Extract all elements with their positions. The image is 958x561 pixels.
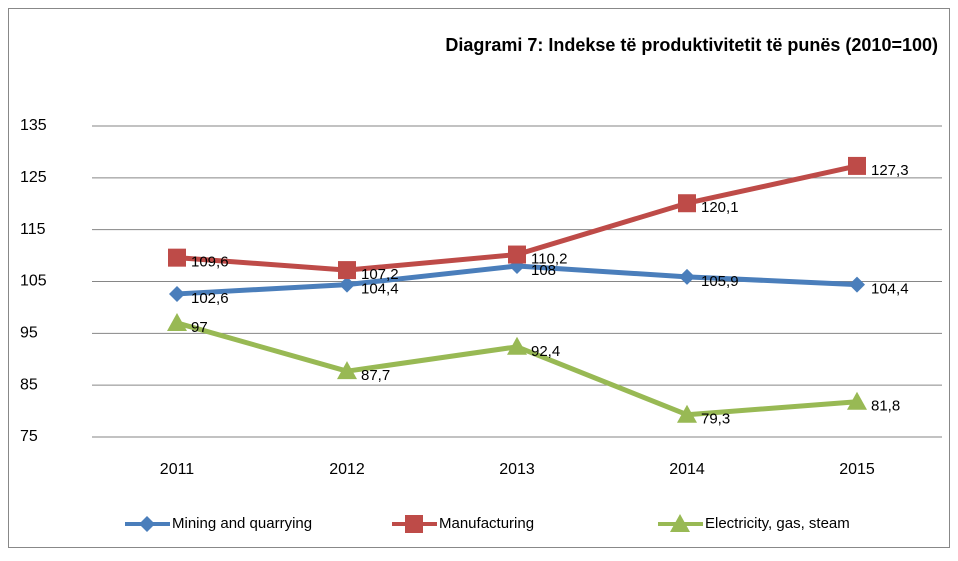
y-tick-label: 105 [20, 273, 47, 290]
data-point [507, 336, 527, 355]
data-point [848, 156, 866, 175]
data-point [677, 404, 697, 423]
data-point [849, 276, 865, 293]
data-label: 81,8 [871, 398, 900, 415]
data-point [169, 285, 185, 302]
y-tick-label: 135 [20, 117, 47, 134]
data-point [678, 194, 696, 213]
data-label: 104,4 [361, 281, 399, 298]
data-point [847, 391, 867, 410]
data-label: 120,1 [701, 199, 739, 216]
data-label: 87,7 [361, 367, 390, 384]
legend-label: Mining and quarrying [172, 515, 312, 532]
x-tick-label: 2012 [329, 461, 365, 478]
y-tick-label: 115 [20, 221, 46, 238]
data-point [167, 312, 187, 331]
data-label: 79,3 [701, 411, 730, 428]
data-point [339, 276, 355, 293]
data-point [337, 361, 357, 380]
data-label: 97 [191, 319, 208, 336]
y-tick-label: 75 [20, 428, 38, 445]
x-tick-label: 2014 [669, 461, 705, 478]
chart-frame [8, 8, 950, 548]
y-tick-label: 95 [20, 325, 38, 342]
data-point [679, 268, 695, 285]
legend-marker [670, 514, 690, 532]
x-tick-label: 2011 [160, 461, 195, 478]
data-point [508, 245, 526, 264]
data-label: 92,4 [531, 343, 560, 360]
data-label: 110,2 [531, 251, 567, 268]
x-tick-label: 2015 [839, 461, 875, 478]
data-label: 102,6 [191, 290, 229, 307]
y-tick-label: 125 [20, 169, 47, 186]
data-label: 108 [531, 262, 556, 279]
chart-title: Diagrami 7: Indekse të produktivitetit t… [445, 35, 938, 55]
data-label: 104,4 [871, 281, 909, 298]
legend-marker [139, 516, 155, 532]
data-label: 109,6 [191, 254, 229, 271]
data-point [338, 261, 356, 280]
data-label: 107,2 [361, 266, 399, 283]
legend-label: Electricity, gas, steam [705, 515, 850, 532]
y-tick-label: 85 [20, 376, 38, 393]
data-point [168, 248, 186, 267]
data-label: 105,9 [701, 273, 739, 290]
x-tick-label: 2013 [499, 461, 535, 478]
legend-label: Manufacturing [439, 515, 534, 532]
data-label: 127,3 [871, 162, 909, 179]
legend-marker [405, 515, 423, 533]
